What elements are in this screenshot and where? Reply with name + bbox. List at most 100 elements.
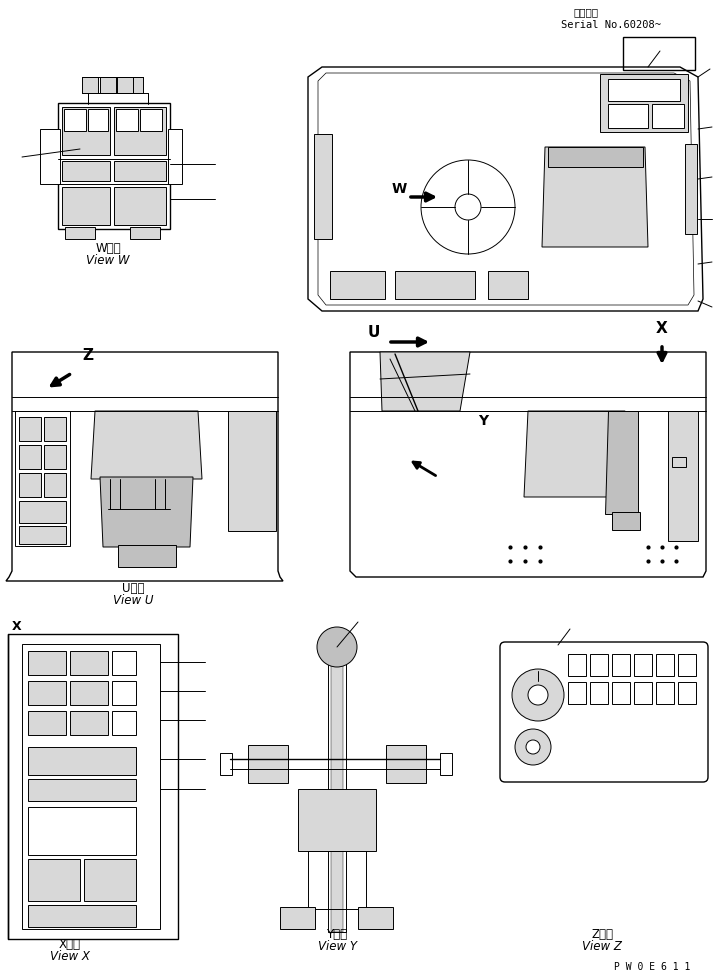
Polygon shape — [380, 353, 470, 411]
Bar — [440, 753, 452, 775]
Bar — [40, 130, 60, 185]
Bar — [117, 78, 133, 94]
Bar — [70, 681, 108, 705]
Bar — [331, 648, 343, 932]
Bar — [28, 807, 136, 855]
Bar — [114, 162, 166, 182]
Bar — [668, 411, 698, 541]
Bar — [70, 711, 108, 736]
Bar — [652, 105, 684, 129]
Bar — [140, 109, 162, 132]
Bar — [395, 272, 475, 300]
Text: View Z: View Z — [582, 939, 622, 952]
Text: X　視: X 視 — [59, 937, 81, 950]
Bar — [672, 457, 686, 468]
Bar — [656, 682, 674, 704]
Bar — [608, 80, 680, 102]
Circle shape — [526, 741, 540, 754]
Bar — [133, 78, 143, 94]
Bar — [612, 682, 630, 704]
Bar — [19, 446, 41, 470]
FancyBboxPatch shape — [500, 642, 708, 783]
Bar — [65, 228, 95, 239]
Bar — [328, 648, 346, 932]
Bar — [28, 652, 66, 675]
Polygon shape — [88, 94, 148, 105]
Bar — [62, 162, 110, 182]
Bar — [330, 272, 385, 300]
Bar — [600, 75, 688, 133]
Bar — [70, 652, 108, 675]
Bar — [8, 634, 178, 939]
Bar — [19, 527, 66, 544]
Bar — [568, 655, 586, 676]
Text: X: X — [12, 619, 22, 632]
Bar — [116, 109, 138, 132]
Bar — [228, 411, 276, 531]
Bar — [88, 109, 108, 132]
Text: Serial No.60208~: Serial No.60208~ — [561, 20, 661, 30]
Bar — [28, 747, 136, 775]
Text: 適用号機: 適用号機 — [573, 7, 598, 17]
Text: Y　視: Y 視 — [326, 927, 348, 940]
Bar — [84, 859, 136, 901]
Text: X: X — [656, 320, 668, 336]
Bar — [44, 417, 66, 442]
Bar — [220, 753, 232, 775]
Circle shape — [528, 685, 548, 705]
Bar — [548, 148, 643, 168]
Bar — [678, 655, 696, 676]
Bar — [28, 905, 136, 927]
Circle shape — [317, 627, 357, 667]
Bar — [28, 681, 66, 705]
Bar — [118, 545, 176, 568]
Bar — [62, 107, 110, 156]
Polygon shape — [605, 411, 638, 515]
Circle shape — [512, 669, 564, 721]
Bar — [19, 417, 41, 442]
Polygon shape — [100, 478, 193, 547]
Bar — [112, 681, 136, 705]
Bar — [568, 682, 586, 704]
Bar — [612, 655, 630, 676]
Bar — [280, 907, 315, 929]
Bar — [248, 745, 288, 784]
Polygon shape — [524, 411, 628, 497]
Polygon shape — [58, 104, 170, 230]
Bar — [28, 859, 80, 901]
Bar — [590, 682, 608, 704]
Bar — [634, 682, 652, 704]
Bar — [678, 682, 696, 704]
Text: View U: View U — [113, 593, 153, 607]
Bar — [28, 780, 136, 801]
Bar — [685, 145, 697, 234]
Text: U: U — [368, 324, 381, 340]
Text: Y: Y — [478, 413, 488, 428]
Bar — [130, 228, 160, 239]
Bar — [112, 711, 136, 736]
Text: View W: View W — [86, 254, 130, 267]
Polygon shape — [542, 148, 648, 248]
Text: Z　視: Z 視 — [591, 927, 613, 940]
Bar — [100, 78, 116, 94]
Bar — [19, 501, 66, 524]
Bar — [114, 107, 166, 156]
Bar — [612, 513, 640, 531]
Text: View Y: View Y — [318, 939, 356, 952]
Bar — [44, 474, 66, 497]
Bar — [64, 109, 86, 132]
Bar — [656, 655, 674, 676]
Bar — [62, 188, 110, 226]
Bar — [19, 474, 41, 497]
Bar — [112, 652, 136, 675]
Bar — [623, 38, 695, 71]
Bar — [358, 907, 393, 929]
Bar — [608, 105, 648, 129]
Bar — [168, 130, 182, 185]
Bar — [314, 135, 332, 239]
Bar — [488, 272, 528, 300]
Bar — [44, 446, 66, 470]
Bar — [386, 745, 426, 784]
Bar — [298, 789, 376, 851]
Text: P W 0 E 6 1 1: P W 0 E 6 1 1 — [614, 961, 690, 971]
